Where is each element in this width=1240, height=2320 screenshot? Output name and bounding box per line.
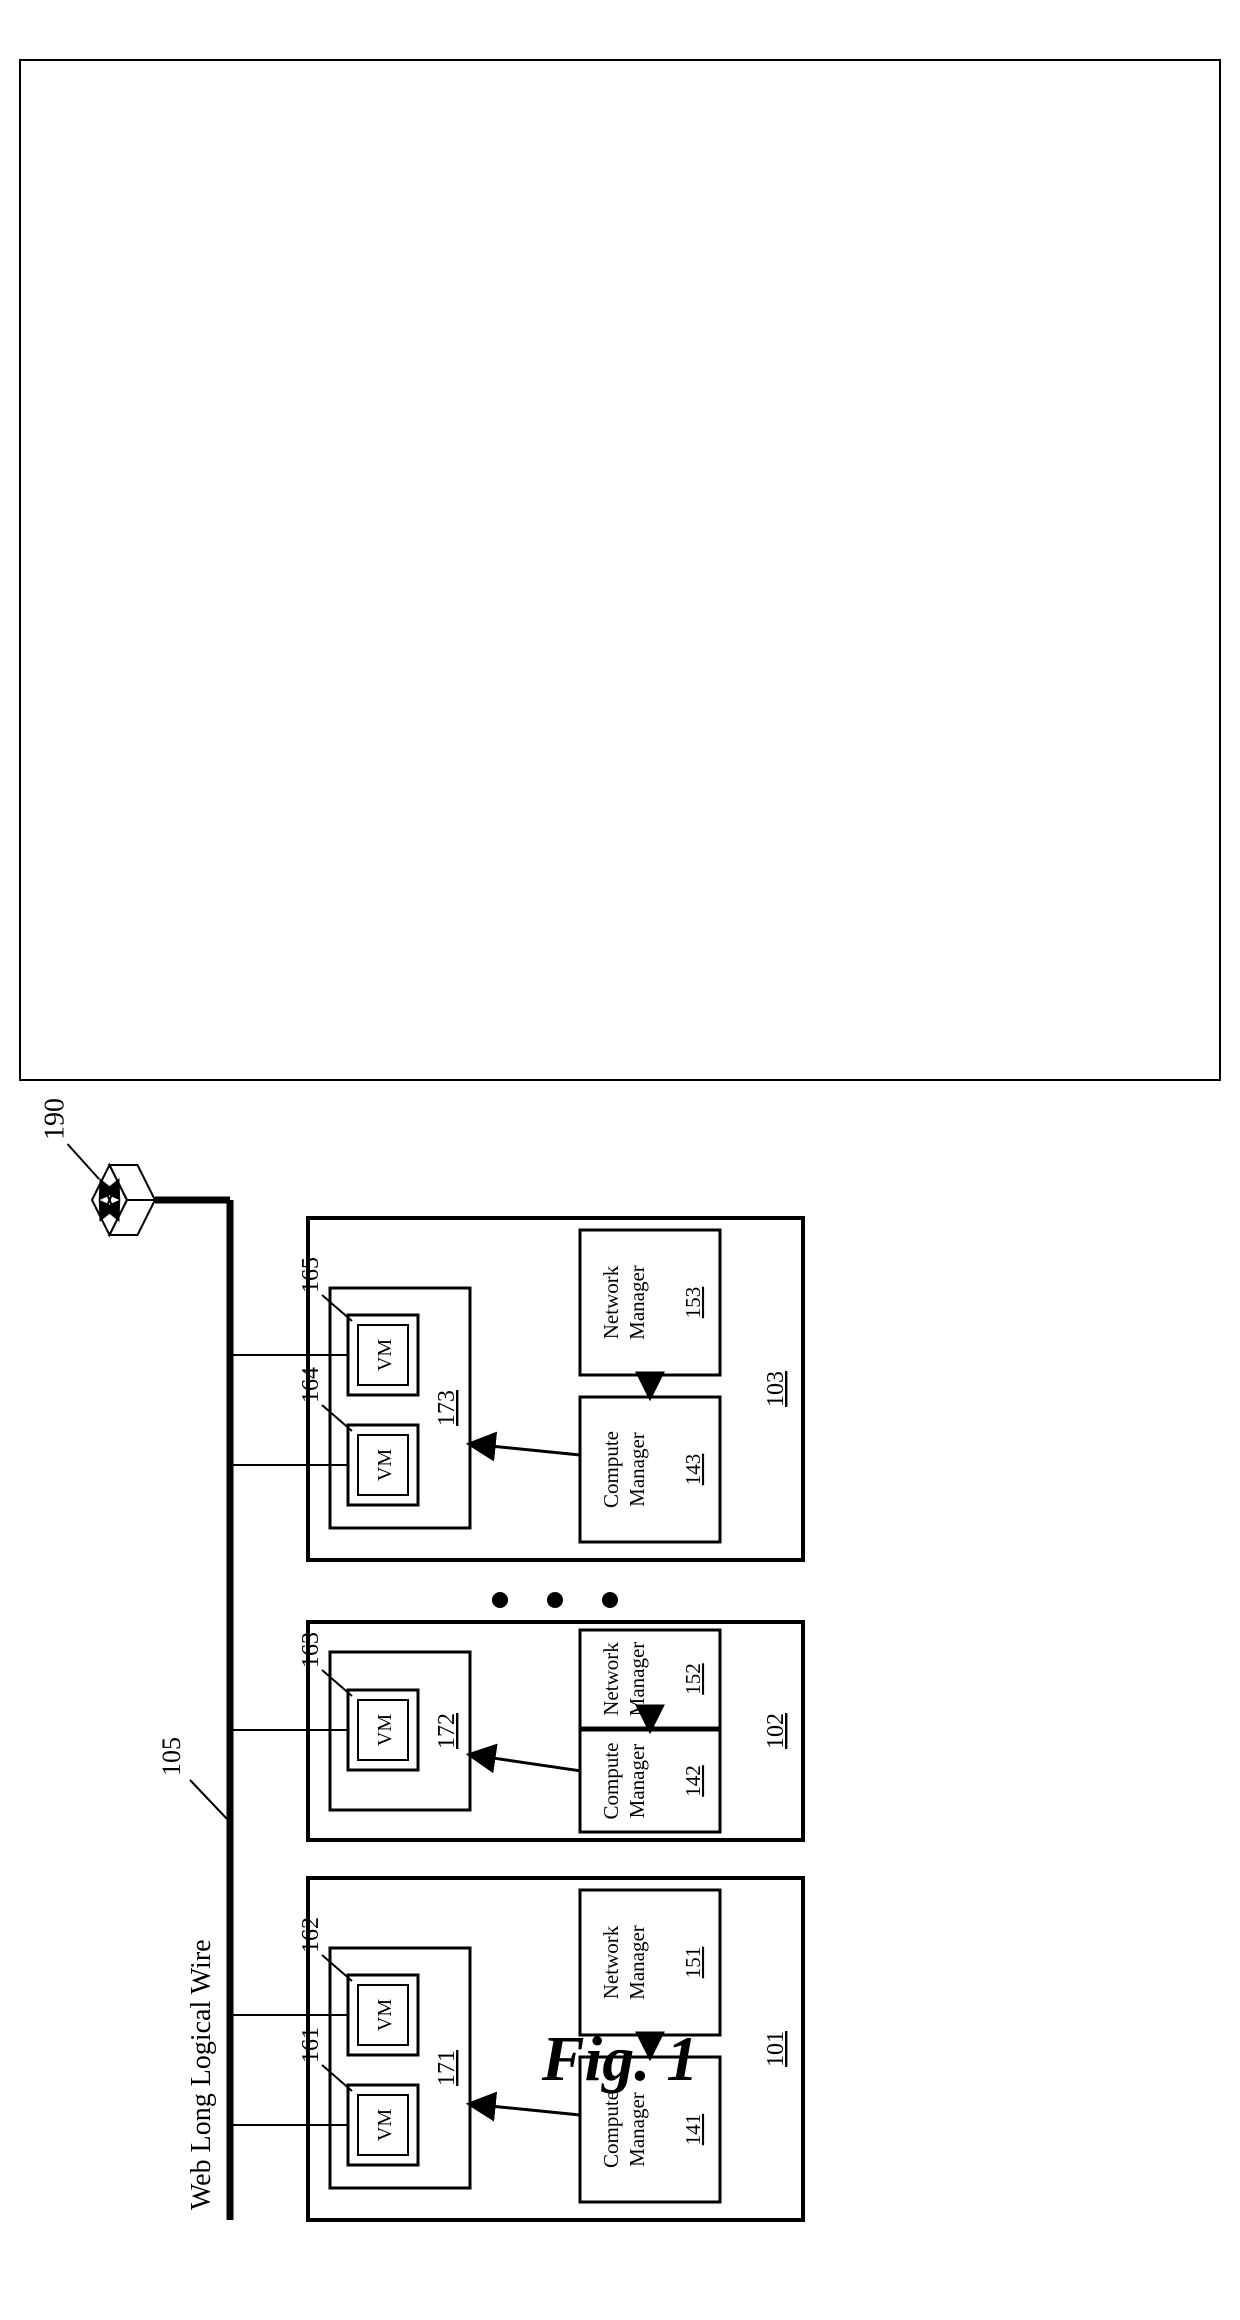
compute-manager-label: Manager: [625, 1744, 649, 1819]
datacenter-id: 101: [763, 2031, 789, 2067]
compute-manager-label: Compute: [599, 2091, 623, 2168]
router-callout-label: 190: [40, 1098, 71, 1140]
datacenter-id: 102: [763, 1713, 789, 1749]
vm-callout-label: 161: [298, 2027, 324, 2063]
host-id: 172: [434, 1713, 460, 1749]
router-icon: [92, 1165, 155, 1235]
compute-manager-id: 142: [681, 1765, 705, 1797]
compute-manager-label: Compute: [599, 1743, 623, 1820]
figure-caption: Fig. 1: [541, 2023, 698, 2094]
host-id: 171: [434, 2050, 460, 2086]
network-manager-label: Network: [599, 1265, 623, 1339]
datacenter-layer: 101171VM161VM162ComputeManager141Network…: [230, 1218, 803, 2220]
network-manager-label: Manager: [625, 1642, 649, 1717]
vm-label: VM: [374, 1339, 396, 1371]
vm-label: VM: [374, 1999, 396, 2031]
bus-title: Web Long Logical Wire: [186, 1939, 217, 2210]
figure-frame: [20, 60, 1220, 1080]
network-manager-id: 153: [681, 1287, 705, 1319]
vm-label: VM: [374, 1714, 396, 1746]
network-manager-label: Network: [599, 1925, 623, 1999]
datacenter-101: 101171VM161VM162ComputeManager141Network…: [230, 1878, 803, 2220]
compute-manager-id: 143: [681, 1454, 705, 1486]
datacenter-102: 102172VM163ComputeManager142NetworkManag…: [230, 1622, 803, 1840]
compute-manager-label: Compute: [599, 1431, 623, 1508]
vm-callout-label: 165: [298, 1257, 324, 1293]
vm-callout-label: 162: [298, 1917, 324, 1953]
router-callout-leader: [68, 1144, 100, 1179]
datacenter-id: 103: [763, 1371, 789, 1407]
network-manager-label: Manager: [625, 1265, 649, 1340]
bus-callout-label: 105: [157, 1737, 186, 1776]
ellipsis-icon: [492, 1592, 618, 1608]
compute-manager-id: 141: [681, 2114, 705, 2146]
network-manager-label: Network: [599, 1642, 623, 1716]
compute-manager-label: Manager: [625, 2092, 649, 2167]
vm-callout-label: 163: [298, 1632, 324, 1668]
vm-label: VM: [374, 2109, 396, 2141]
network-manager-id: 151: [681, 1947, 705, 1979]
datacenter-103: 103173VM164VM165ComputeManager143Network…: [230, 1218, 803, 1560]
network-manager-id: 152: [681, 1663, 705, 1695]
compute-manager-label: Manager: [625, 1432, 649, 1507]
network-manager-label: Manager: [625, 1925, 649, 2000]
vm-label: VM: [374, 1449, 396, 1481]
diagram-canvas: Web Long Logical Wire 105 190 101 171 VM 16…: [0, 0, 1240, 2320]
vm-callout-label: 164: [298, 1367, 324, 1403]
bus-callout-leader: [190, 1780, 228, 1820]
host-id: 173: [434, 1390, 460, 1426]
